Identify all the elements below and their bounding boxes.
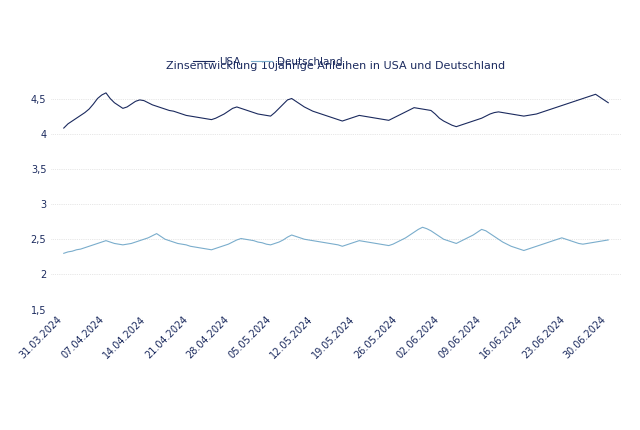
Legend: USA, Deutschland: USA, Deutschland bbox=[189, 52, 347, 71]
Deutschland bbox=[490, 234, 498, 239]
Title: Zinsentwicklung 10jährige Anleihen in USA und Deutschland: Zinsentwicklung 10jährige Anleihen in US… bbox=[166, 61, 506, 71]
Deutschland bbox=[60, 251, 68, 256]
Line: Deutschland: Deutschland bbox=[64, 227, 608, 253]
Deutschland bbox=[465, 234, 473, 240]
Deutschland bbox=[604, 237, 612, 243]
USA bbox=[212, 116, 220, 121]
USA bbox=[465, 120, 473, 125]
Deutschland bbox=[292, 234, 300, 239]
Line: USA: USA bbox=[64, 93, 608, 128]
Deutschland bbox=[207, 247, 215, 252]
USA bbox=[347, 116, 355, 121]
USA bbox=[604, 100, 612, 105]
Deutschland bbox=[419, 225, 426, 230]
USA bbox=[490, 110, 498, 115]
USA bbox=[60, 126, 68, 131]
Deutschland bbox=[423, 226, 431, 231]
USA bbox=[296, 101, 304, 107]
USA bbox=[423, 107, 431, 112]
USA bbox=[102, 90, 110, 95]
Deutschland bbox=[342, 242, 350, 247]
